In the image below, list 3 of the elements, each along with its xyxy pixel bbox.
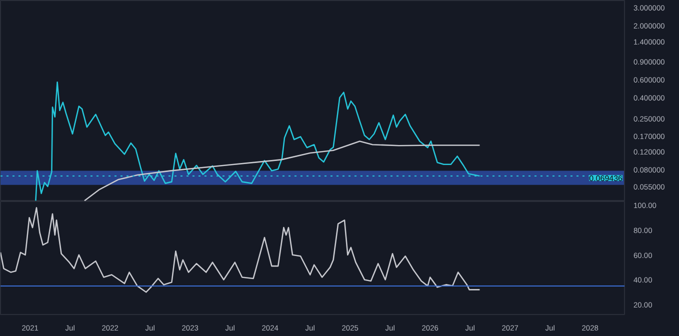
line-series (84, 140, 480, 201)
ref-line-label: 0.069436 (589, 174, 624, 184)
line-series (0, 207, 480, 293)
